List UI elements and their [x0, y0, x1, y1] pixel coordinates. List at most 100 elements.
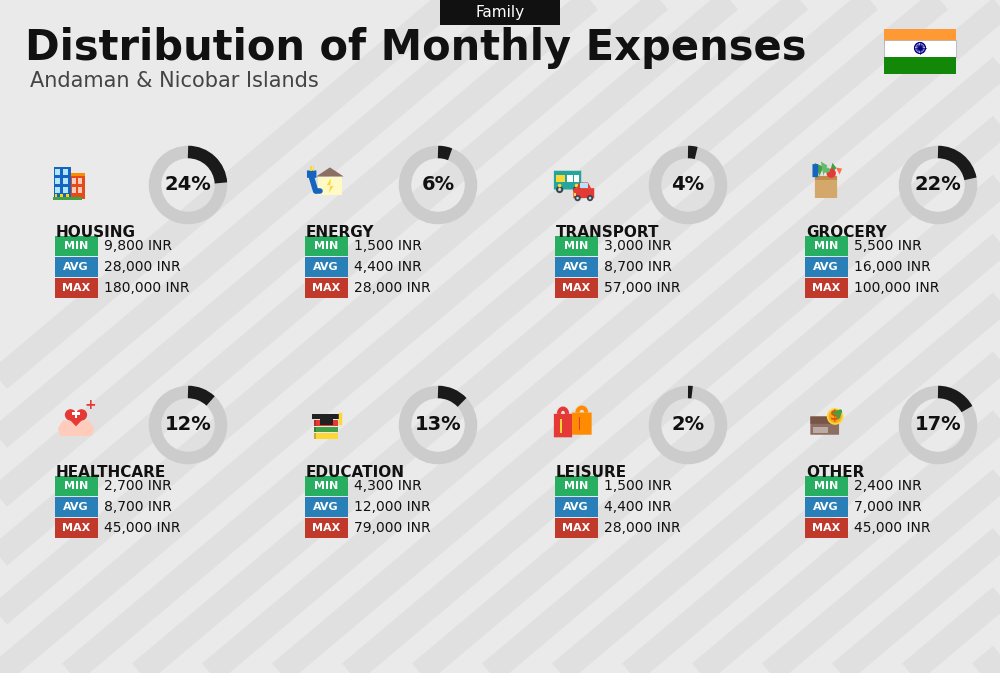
FancyBboxPatch shape: [804, 518, 848, 538]
Text: MIN: MIN: [814, 241, 838, 251]
Text: MAX: MAX: [62, 523, 90, 533]
FancyBboxPatch shape: [54, 497, 98, 517]
Text: MIN: MIN: [64, 481, 88, 491]
FancyBboxPatch shape: [66, 194, 69, 199]
FancyBboxPatch shape: [579, 417, 580, 430]
Text: 45,000 INR: 45,000 INR: [854, 521, 930, 535]
Text: TRANSPORT: TRANSPORT: [556, 225, 660, 240]
Text: 4,400 INR: 4,400 INR: [604, 500, 672, 514]
Circle shape: [827, 168, 836, 178]
FancyBboxPatch shape: [320, 419, 332, 425]
Text: OTHER: OTHER: [806, 465, 864, 480]
Text: 22%: 22%: [915, 176, 961, 194]
FancyBboxPatch shape: [54, 257, 98, 277]
Text: 5,500 INR: 5,500 INR: [854, 239, 922, 253]
Text: 4%: 4%: [671, 176, 705, 194]
FancyBboxPatch shape: [804, 257, 848, 277]
Circle shape: [589, 197, 591, 199]
Text: AVG: AVG: [813, 502, 839, 512]
Circle shape: [573, 186, 580, 193]
Circle shape: [575, 188, 578, 191]
Circle shape: [338, 421, 342, 425]
FancyBboxPatch shape: [314, 421, 338, 426]
FancyBboxPatch shape: [554, 518, 598, 538]
FancyBboxPatch shape: [815, 176, 837, 180]
FancyBboxPatch shape: [810, 417, 839, 435]
Text: MIN: MIN: [314, 481, 338, 491]
FancyBboxPatch shape: [813, 427, 828, 433]
Text: GROCERY: GROCERY: [806, 225, 887, 240]
FancyBboxPatch shape: [78, 187, 82, 193]
Ellipse shape: [823, 168, 830, 173]
Circle shape: [576, 197, 579, 199]
Text: MAX: MAX: [562, 283, 590, 293]
Text: Distribution of Monthly Expenses: Distribution of Monthly Expenses: [25, 27, 806, 69]
FancyBboxPatch shape: [318, 176, 342, 194]
FancyBboxPatch shape: [63, 187, 68, 193]
Polygon shape: [829, 163, 836, 176]
Text: 3,000 INR: 3,000 INR: [604, 239, 672, 253]
FancyBboxPatch shape: [60, 194, 63, 199]
Text: 8,700 INR: 8,700 INR: [604, 260, 672, 274]
FancyBboxPatch shape: [554, 257, 598, 277]
Text: 24%: 24%: [165, 176, 211, 194]
Text: HEALTHCARE: HEALTHCARE: [56, 465, 166, 480]
FancyBboxPatch shape: [554, 497, 598, 517]
Circle shape: [558, 184, 561, 187]
Polygon shape: [58, 421, 94, 436]
Text: MAX: MAX: [312, 523, 340, 533]
FancyBboxPatch shape: [574, 193, 576, 196]
Text: Family: Family: [475, 5, 525, 20]
Text: 1,500 INR: 1,500 INR: [354, 239, 422, 253]
FancyBboxPatch shape: [54, 168, 71, 199]
Text: MIN: MIN: [564, 481, 588, 491]
FancyBboxPatch shape: [554, 476, 598, 496]
Text: MIN: MIN: [814, 481, 838, 491]
Polygon shape: [316, 168, 344, 176]
FancyBboxPatch shape: [63, 178, 68, 184]
Text: AVG: AVG: [563, 502, 589, 512]
Text: AVG: AVG: [313, 502, 339, 512]
FancyBboxPatch shape: [63, 169, 68, 175]
Text: 2,700 INR: 2,700 INR: [104, 479, 172, 493]
FancyBboxPatch shape: [304, 518, 348, 538]
Text: 2,400 INR: 2,400 INR: [854, 479, 922, 493]
FancyBboxPatch shape: [307, 170, 316, 178]
Text: 6%: 6%: [421, 176, 455, 194]
FancyBboxPatch shape: [54, 278, 98, 298]
FancyBboxPatch shape: [55, 169, 60, 175]
Polygon shape: [821, 162, 827, 176]
Text: 28,000 INR: 28,000 INR: [354, 281, 431, 295]
FancyBboxPatch shape: [554, 278, 598, 298]
FancyBboxPatch shape: [75, 411, 77, 418]
Text: AVG: AVG: [63, 502, 89, 512]
Text: 1,500 INR: 1,500 INR: [604, 479, 672, 493]
Text: 13%: 13%: [415, 415, 461, 435]
FancyBboxPatch shape: [54, 476, 98, 496]
FancyBboxPatch shape: [304, 476, 348, 496]
FancyBboxPatch shape: [310, 166, 312, 170]
FancyBboxPatch shape: [314, 427, 316, 432]
Text: 16,000 INR: 16,000 INR: [854, 260, 931, 274]
FancyBboxPatch shape: [804, 476, 848, 496]
FancyBboxPatch shape: [554, 236, 598, 256]
FancyBboxPatch shape: [72, 187, 76, 193]
Text: MIN: MIN: [314, 241, 338, 251]
FancyBboxPatch shape: [554, 414, 572, 437]
Polygon shape: [327, 178, 334, 193]
Text: 28,000 INR: 28,000 INR: [104, 260, 181, 274]
FancyBboxPatch shape: [304, 257, 348, 277]
Polygon shape: [65, 415, 87, 426]
Text: MAX: MAX: [62, 283, 90, 293]
FancyBboxPatch shape: [55, 187, 60, 193]
FancyBboxPatch shape: [304, 278, 348, 298]
Text: AVG: AVG: [63, 262, 89, 272]
FancyBboxPatch shape: [314, 433, 316, 439]
FancyBboxPatch shape: [812, 164, 818, 177]
Circle shape: [575, 184, 578, 187]
FancyBboxPatch shape: [314, 421, 316, 426]
Text: 4,300 INR: 4,300 INR: [354, 479, 422, 493]
Text: MAX: MAX: [562, 523, 590, 533]
FancyBboxPatch shape: [884, 57, 956, 73]
Text: $: $: [830, 409, 840, 423]
